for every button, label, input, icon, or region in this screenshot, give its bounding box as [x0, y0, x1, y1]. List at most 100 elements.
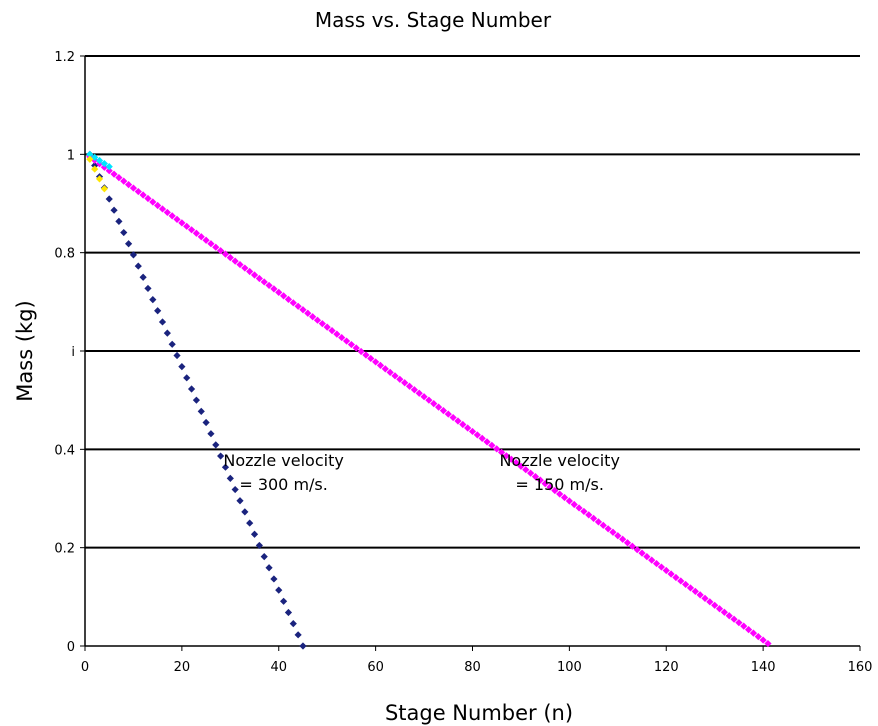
data-point: [449, 413, 457, 422]
data-point: [454, 417, 462, 425]
data-point: [686, 584, 695, 592]
data-point: [178, 363, 186, 371]
data-point: [672, 573, 680, 582]
annotation-line: Nozzle velocity: [499, 451, 619, 470]
annotation-line: Nozzle velocity: [223, 451, 343, 470]
data-point: [522, 466, 530, 474]
data-point: [202, 418, 210, 427]
data-point: [643, 553, 651, 561]
x-tick-labels: 0 20 40 60 80 100 120 140 160: [81, 660, 873, 675]
data-point: [352, 344, 360, 352]
data-point: [342, 337, 351, 345]
data-point: [270, 575, 278, 583]
data-point: [323, 323, 331, 331]
data-point: [439, 406, 448, 415]
data-point: [236, 260, 244, 269]
data-point: [507, 455, 515, 463]
data-point: [124, 181, 133, 189]
data-point: [430, 400, 438, 408]
data-point: [95, 175, 104, 183]
x-tick-label: 160: [848, 660, 873, 675]
series-group: [86, 150, 772, 650]
y-tick-label: i: [71, 345, 75, 360]
y-tick-label: 1.2: [54, 50, 75, 65]
data-point: [115, 174, 123, 182]
data-point: [120, 228, 128, 237]
data-point: [609, 528, 617, 536]
data-point: [425, 396, 433, 404]
data-point: [294, 631, 302, 639]
data-point: [662, 566, 670, 575]
data-point: [260, 278, 268, 286]
data-point: [730, 615, 738, 623]
data-point: [299, 306, 307, 314]
data-point: [560, 493, 569, 502]
data-point: [207, 240, 215, 248]
y-axis-title: Mass (kg): [13, 300, 37, 401]
y-tick-label: 0.2: [54, 542, 75, 557]
data-point: [575, 504, 583, 512]
data-point: [546, 483, 554, 491]
data-point: [163, 329, 171, 337]
series-1: [86, 153, 772, 648]
data-point: [715, 605, 724, 613]
data-point: [100, 159, 108, 168]
data-point: [255, 541, 263, 550]
data-point: [357, 347, 365, 356]
annotation-line: = 150 m/s.: [515, 475, 604, 494]
data-point: [531, 473, 540, 481]
data-point: [599, 521, 607, 529]
data-point: [483, 438, 491, 446]
y-tick-label: 0.4: [54, 443, 75, 458]
data-point: [740, 622, 748, 630]
data-point: [100, 185, 108, 193]
data-point: [657, 563, 666, 571]
data-point: [217, 452, 225, 460]
data-point: [158, 205, 167, 213]
y-tick-label: 0.8: [54, 247, 75, 262]
x-tick-label: 100: [557, 660, 582, 675]
data-point: [139, 191, 147, 199]
data-point: [187, 385, 196, 393]
data-point: [250, 271, 259, 279]
data-point: [367, 354, 375, 363]
axes: [80, 55, 861, 651]
data-point: [691, 587, 699, 595]
data-point: [381, 365, 389, 373]
annotation-1: Nozzle velocity = 150 m/s.: [499, 451, 619, 494]
data-point: [328, 327, 336, 335]
data-point: [192, 229, 201, 237]
data-point: [517, 462, 525, 470]
data-point: [178, 219, 186, 227]
data-point: [667, 570, 675, 578]
data-point: [91, 153, 99, 162]
data-point: [754, 632, 762, 641]
data-point: [585, 511, 593, 519]
data-point: [231, 485, 239, 494]
annotation-0: Nozzle velocity = 300 m/s.: [223, 451, 343, 494]
data-point: [415, 389, 423, 397]
y-tick-label: 0: [67, 640, 75, 655]
data-point: [701, 594, 709, 602]
data-point: [241, 264, 249, 272]
data-point: [212, 243, 220, 251]
data-point: [289, 620, 297, 628]
data-point: [226, 474, 234, 482]
data-point: [154, 307, 162, 315]
data-point: [289, 299, 297, 307]
data-point: [362, 351, 370, 359]
series-0: [86, 150, 307, 650]
data-point: [129, 184, 138, 192]
data-point: [86, 150, 94, 158]
data-point: [221, 250, 230, 258]
data-point: [304, 309, 312, 317]
x-tick-label: 80: [464, 660, 481, 675]
data-point: [260, 553, 268, 561]
data-point: [144, 284, 152, 293]
data-point: [134, 262, 142, 270]
data-point: [226, 254, 234, 262]
data-point: [764, 639, 772, 648]
data-point: [110, 206, 118, 214]
series-2: [86, 150, 113, 171]
data-point: [231, 257, 239, 265]
